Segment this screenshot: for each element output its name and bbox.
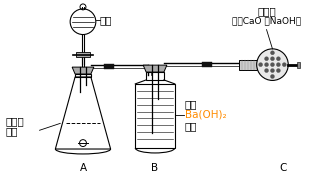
Text: 盐酸: 盐酸: [100, 15, 112, 25]
Circle shape: [265, 63, 268, 67]
Circle shape: [270, 75, 274, 78]
Text: 补钙剂: 补钙剂: [5, 116, 24, 127]
Circle shape: [270, 69, 274, 72]
Circle shape: [270, 57, 274, 61]
Text: 样品: 样品: [5, 126, 18, 136]
Polygon shape: [143, 65, 167, 72]
Circle shape: [282, 63, 286, 67]
Circle shape: [270, 63, 274, 67]
Bar: [76, 52, 90, 57]
Circle shape: [276, 57, 280, 61]
Bar: [239, 60, 257, 70]
Text: 足量: 足量: [185, 99, 197, 109]
Circle shape: [276, 63, 280, 67]
Circle shape: [259, 63, 263, 67]
Text: A: A: [79, 163, 87, 173]
Text: 溶液: 溶液: [185, 121, 197, 131]
Circle shape: [270, 51, 274, 55]
Text: 碱石灰: 碱石灰: [257, 6, 276, 16]
Bar: [75, 74, 91, 77]
Bar: [104, 64, 114, 69]
Bar: [146, 72, 164, 80]
Circle shape: [257, 49, 288, 80]
Polygon shape: [72, 67, 94, 74]
Text: （含CaO 和NaOH）: （含CaO 和NaOH）: [232, 17, 301, 26]
Bar: [297, 62, 300, 68]
Bar: [203, 62, 212, 67]
Text: C: C: [280, 163, 287, 173]
Text: B: B: [151, 163, 159, 173]
Circle shape: [276, 69, 280, 72]
Circle shape: [265, 57, 268, 61]
Bar: [135, 84, 175, 148]
Circle shape: [265, 69, 268, 72]
Text: Ba(OH)₂: Ba(OH)₂: [185, 110, 226, 120]
